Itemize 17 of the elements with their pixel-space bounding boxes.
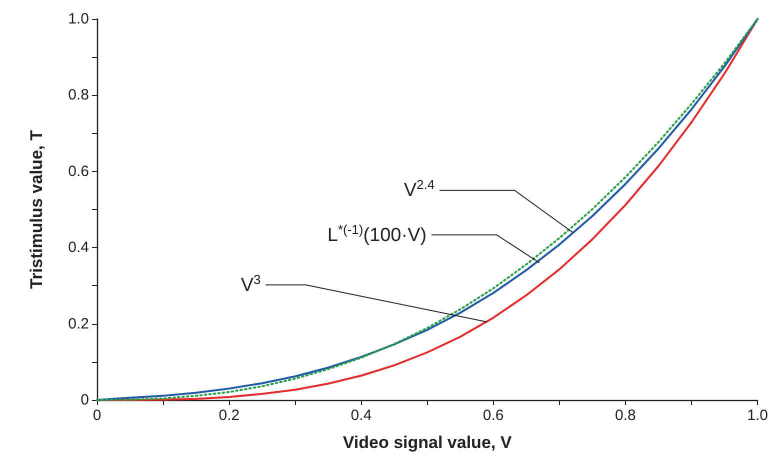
x-tick-label: 0 [92, 407, 102, 424]
x-tick-label: 1.0 [747, 407, 768, 424]
annotation: V$^{3}$ [240, 272, 261, 297]
y-axis-title: Tristimulus value, T [27, 130, 46, 289]
annotation: V$^{2.4}$ [404, 177, 435, 202]
x-axis-title: Video signal value, V [342, 433, 512, 452]
y-tick-label: 0.4 [68, 239, 89, 256]
y-tick-label: 0 [80, 392, 89, 408]
y-tick-label: 0.6 [68, 162, 89, 180]
annotation: L$^{*(-1)}$(100·V) [327, 222, 427, 247]
x-tick-label: 0.4 [350, 407, 372, 424]
x-tick-label: 0.6 [482, 407, 504, 424]
x-tick-label: 0.2 [218, 407, 240, 424]
y-tick-label: 0.2 [68, 315, 89, 332]
x-tick-label: 0.8 [615, 407, 636, 424]
y-tick-label: 0.8 [68, 86, 89, 104]
y-tick-label: 1.0 [68, 10, 89, 28]
